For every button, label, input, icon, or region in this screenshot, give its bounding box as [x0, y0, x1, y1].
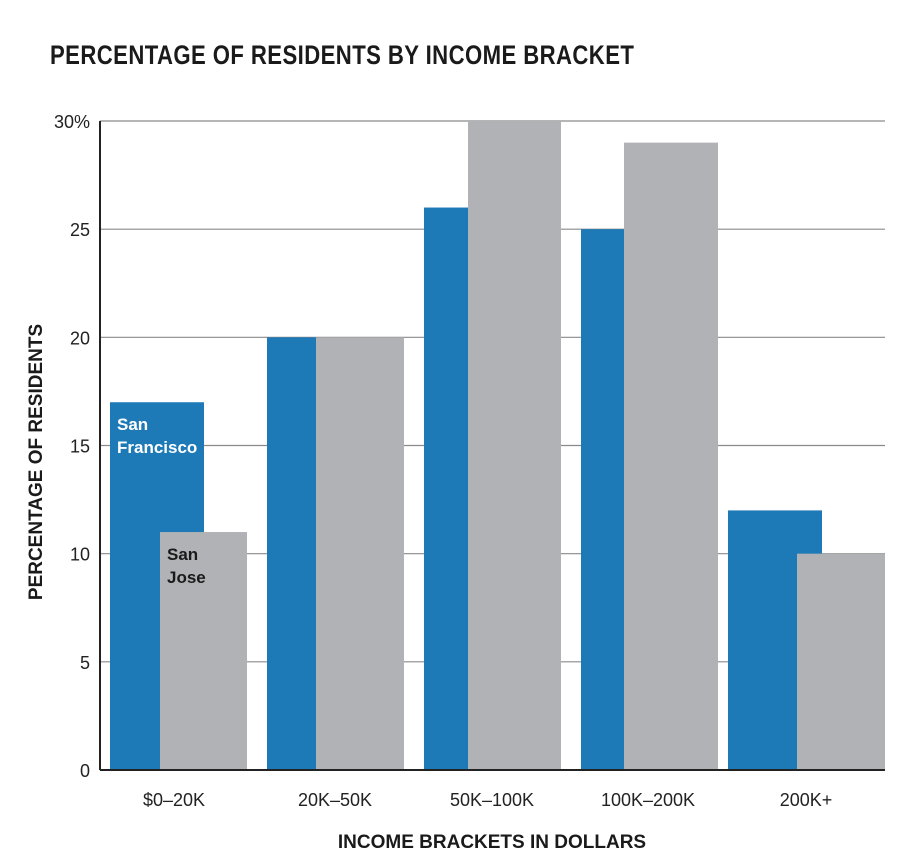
series-label: San	[117, 415, 148, 434]
x-tick-label: 100K–200K	[601, 790, 695, 810]
y-tick-label: 10	[70, 545, 90, 565]
y-tick-label: 15	[70, 437, 90, 457]
bar-san-francisco	[267, 337, 316, 770]
bar-san-francisco	[424, 207, 468, 771]
y-tick-label: 20	[70, 328, 90, 348]
x-tick-label: 20K–50K	[298, 790, 372, 810]
bar-san-jose	[468, 121, 561, 770]
y-tick-label: 5	[80, 653, 90, 673]
series-label: Jose	[167, 568, 206, 587]
bar-san-jose	[160, 532, 247, 770]
bar-san-jose	[624, 142, 718, 771]
y-tick-label: 0	[80, 761, 90, 781]
x-tick-label: 50K–100K	[450, 790, 534, 810]
x-tick-label: 200K+	[780, 790, 833, 810]
series-label: Francisco	[117, 438, 197, 457]
bar-san-jose	[797, 553, 885, 770]
y-tick-label: 25	[70, 220, 90, 240]
bar-san-francisco	[581, 229, 624, 770]
x-tick-label: $0–20K	[143, 790, 205, 810]
x-axis-title: INCOME BRACKETS IN DOLLARS	[338, 832, 646, 853]
bar-san-jose	[316, 337, 404, 770]
y-tick-label: 30%	[54, 112, 90, 132]
chart-title: PERCENTAGE OF RESIDENTS BY INCOME BRACKE…	[50, 40, 635, 70]
y-axis-title: PERCENTAGE OF RESIDENTS	[26, 324, 47, 600]
series-label: San	[167, 545, 198, 564]
